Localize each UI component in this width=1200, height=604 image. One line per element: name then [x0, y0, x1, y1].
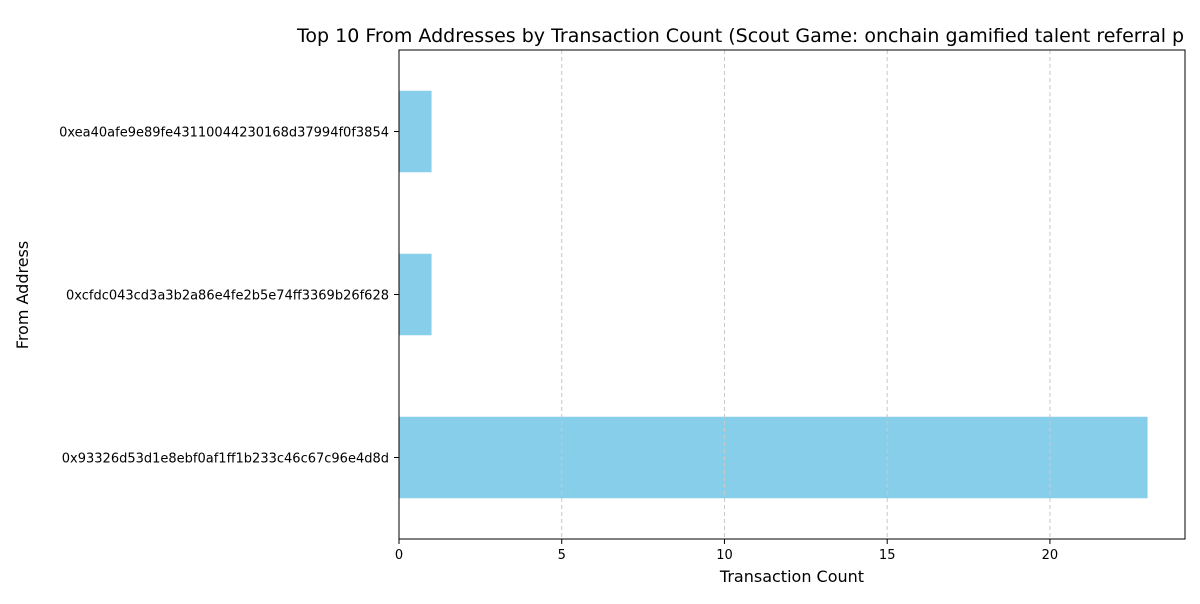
- x-tick-label-0: 0: [395, 548, 403, 563]
- x-tick-label-2: 10: [716, 548, 733, 563]
- bar-layer: [399, 90, 1148, 499]
- y-tick-label-1: 0xcfdc043cd3a3b2a86e4fe2b5e74ff3369b26f6…: [66, 289, 389, 304]
- chart-title: Top 10 From Addresses by Transaction Cou…: [296, 25, 1184, 47]
- x-tick-label-1: 5: [558, 548, 566, 563]
- x-axis-label: Transaction Count: [719, 567, 864, 586]
- y-tick-label-2: 0xea40afe9e89fe43110044230168d37994f0f38…: [59, 126, 389, 141]
- bar-2: [399, 90, 432, 173]
- x-tick-label-3: 15: [879, 548, 896, 563]
- y-axis-label: From Address: [13, 241, 32, 349]
- x-tick-label-4: 20: [1042, 548, 1059, 563]
- tick-layer: 0 5 10 15 20 0x93326d53d1e8ebf0af1ff1b233c46c…: [59, 126, 1058, 564]
- bar-0: [399, 416, 1148, 499]
- y-tick-label-0: 0x93326d53d1e8ebf0af1ff1b233c46c67c96e4d…: [62, 452, 389, 467]
- bar-1: [399, 253, 432, 336]
